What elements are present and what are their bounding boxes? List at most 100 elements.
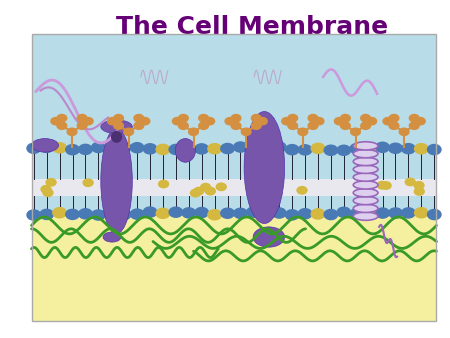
Circle shape [257, 118, 267, 125]
Circle shape [383, 118, 393, 125]
Circle shape [43, 189, 53, 196]
Circle shape [334, 118, 344, 125]
Circle shape [350, 144, 364, 154]
Circle shape [402, 208, 415, 218]
Circle shape [156, 144, 170, 154]
Circle shape [414, 144, 428, 154]
Ellipse shape [353, 173, 378, 181]
Circle shape [285, 145, 299, 155]
Circle shape [376, 208, 389, 218]
Circle shape [231, 122, 241, 129]
Circle shape [414, 188, 424, 195]
Circle shape [169, 207, 183, 217]
Circle shape [428, 145, 441, 155]
Circle shape [179, 115, 188, 122]
Circle shape [143, 144, 157, 154]
Circle shape [272, 142, 286, 152]
Circle shape [57, 115, 67, 122]
Circle shape [124, 128, 134, 136]
Circle shape [216, 183, 226, 191]
Circle shape [415, 118, 425, 125]
Circle shape [27, 210, 40, 220]
Circle shape [57, 122, 67, 129]
Circle shape [324, 210, 338, 220]
Circle shape [241, 128, 251, 136]
Circle shape [297, 187, 307, 194]
Circle shape [205, 118, 215, 125]
Circle shape [195, 208, 208, 218]
Circle shape [221, 143, 234, 153]
Circle shape [41, 186, 51, 193]
Circle shape [314, 118, 324, 125]
Circle shape [410, 115, 419, 122]
Circle shape [350, 209, 364, 219]
Ellipse shape [103, 232, 121, 242]
Circle shape [195, 144, 208, 154]
Circle shape [337, 145, 351, 155]
Circle shape [361, 115, 370, 122]
Circle shape [260, 143, 273, 153]
Circle shape [77, 122, 87, 129]
Circle shape [252, 122, 261, 129]
Circle shape [324, 145, 338, 155]
Circle shape [79, 209, 92, 219]
Ellipse shape [101, 128, 132, 234]
Circle shape [205, 187, 215, 195]
Circle shape [117, 143, 131, 153]
Ellipse shape [353, 196, 378, 205]
Circle shape [234, 208, 247, 218]
Circle shape [182, 208, 196, 218]
Ellipse shape [353, 204, 378, 213]
Circle shape [79, 144, 92, 154]
Circle shape [288, 115, 297, 122]
Circle shape [77, 115, 87, 122]
Circle shape [256, 186, 266, 193]
Circle shape [130, 143, 144, 153]
Circle shape [104, 145, 118, 155]
Circle shape [308, 115, 318, 122]
Circle shape [114, 115, 123, 122]
Circle shape [376, 142, 389, 152]
Circle shape [140, 118, 150, 125]
Circle shape [172, 118, 182, 125]
Circle shape [428, 210, 441, 220]
Circle shape [234, 142, 247, 152]
Circle shape [341, 115, 350, 122]
Circle shape [363, 207, 376, 217]
Circle shape [179, 122, 188, 129]
Circle shape [410, 122, 419, 129]
Circle shape [381, 182, 391, 189]
Circle shape [92, 210, 105, 220]
Circle shape [414, 208, 428, 218]
Circle shape [117, 210, 131, 220]
Bar [32, 212, 436, 321]
Ellipse shape [353, 158, 378, 166]
Circle shape [341, 122, 350, 129]
Bar [32, 34, 436, 321]
Circle shape [83, 118, 93, 125]
Circle shape [40, 142, 54, 152]
Circle shape [298, 128, 308, 136]
Circle shape [337, 207, 351, 217]
Circle shape [231, 115, 241, 122]
Circle shape [107, 178, 117, 185]
Circle shape [298, 209, 312, 219]
Circle shape [156, 208, 170, 218]
Circle shape [53, 208, 66, 218]
Circle shape [114, 122, 123, 129]
Circle shape [104, 207, 118, 217]
Circle shape [377, 182, 387, 189]
Circle shape [221, 208, 234, 218]
Circle shape [282, 118, 292, 125]
Ellipse shape [111, 131, 122, 143]
Circle shape [201, 184, 211, 191]
Circle shape [402, 144, 415, 154]
Circle shape [134, 115, 144, 122]
Circle shape [40, 209, 54, 219]
Circle shape [92, 142, 105, 152]
Ellipse shape [175, 139, 195, 162]
Circle shape [247, 143, 260, 153]
Bar [32, 179, 436, 196]
Circle shape [189, 128, 198, 136]
Circle shape [399, 128, 409, 136]
